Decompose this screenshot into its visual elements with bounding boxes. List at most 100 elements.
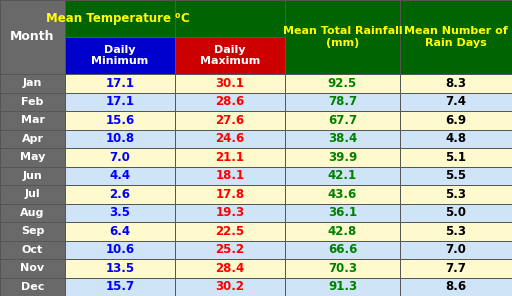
Bar xyxy=(65,92,175,111)
Bar xyxy=(0,0,65,74)
Bar xyxy=(285,0,400,74)
Text: 5.3: 5.3 xyxy=(445,225,466,238)
Bar xyxy=(0,148,65,166)
Bar xyxy=(400,0,512,74)
Text: 10.6: 10.6 xyxy=(105,243,135,256)
Bar xyxy=(0,185,65,204)
Text: Mean Temperature: Mean Temperature xyxy=(46,12,175,25)
Text: 13.5: 13.5 xyxy=(105,262,135,275)
Bar xyxy=(0,111,65,130)
Bar xyxy=(175,37,285,74)
Text: 7.0: 7.0 xyxy=(110,151,131,164)
Bar xyxy=(65,37,175,74)
Bar xyxy=(285,240,400,259)
Text: 7.4: 7.4 xyxy=(445,95,466,108)
Bar xyxy=(175,259,285,278)
Text: 6.4: 6.4 xyxy=(110,225,131,238)
Bar xyxy=(65,166,175,185)
Text: Daily
Maximum: Daily Maximum xyxy=(200,45,260,66)
Text: 4.8: 4.8 xyxy=(445,132,466,145)
Bar xyxy=(400,204,512,222)
Text: Dec: Dec xyxy=(21,282,44,292)
Text: 28.6: 28.6 xyxy=(216,95,245,108)
Text: Jan: Jan xyxy=(23,78,42,88)
Text: 15.7: 15.7 xyxy=(105,280,135,293)
Bar xyxy=(285,130,400,148)
Text: Mean Total Rainfall
(mm): Mean Total Rainfall (mm) xyxy=(283,26,402,48)
Bar xyxy=(65,0,285,37)
Bar xyxy=(285,111,400,130)
Text: 3.5: 3.5 xyxy=(110,206,131,219)
Text: Mar: Mar xyxy=(20,115,45,125)
Text: 66.6: 66.6 xyxy=(328,243,357,256)
Text: 24.6: 24.6 xyxy=(216,132,245,145)
Bar xyxy=(0,278,65,296)
Text: 15.6: 15.6 xyxy=(105,114,135,127)
Text: 18.1: 18.1 xyxy=(216,169,245,182)
Text: May: May xyxy=(20,152,45,162)
Bar xyxy=(400,130,512,148)
Bar xyxy=(65,278,175,296)
Text: Oct: Oct xyxy=(22,245,43,255)
Bar xyxy=(400,148,512,166)
Bar xyxy=(175,74,285,92)
Text: 17.8: 17.8 xyxy=(216,188,245,201)
Bar xyxy=(285,222,400,240)
Text: Sep: Sep xyxy=(21,226,44,236)
Bar xyxy=(65,185,175,204)
Bar xyxy=(0,166,65,185)
Bar xyxy=(0,74,65,92)
Bar xyxy=(175,240,285,259)
Bar xyxy=(400,259,512,278)
Bar xyxy=(285,185,400,204)
Text: 5.1: 5.1 xyxy=(445,151,466,164)
Text: 17.1: 17.1 xyxy=(105,77,135,90)
Bar xyxy=(400,222,512,240)
Text: 8.3: 8.3 xyxy=(445,77,466,90)
Bar xyxy=(0,240,65,259)
Bar xyxy=(175,148,285,166)
Bar xyxy=(175,111,285,130)
Text: Jul: Jul xyxy=(25,189,40,199)
Bar xyxy=(65,0,175,37)
Text: 10.8: 10.8 xyxy=(105,132,135,145)
Bar xyxy=(0,130,65,148)
Text: 7.7: 7.7 xyxy=(445,262,466,275)
Bar xyxy=(400,74,512,92)
Text: 17.1: 17.1 xyxy=(105,95,135,108)
Bar xyxy=(400,111,512,130)
Text: 42.8: 42.8 xyxy=(328,225,357,238)
Text: Nov: Nov xyxy=(20,263,45,273)
Text: Month: Month xyxy=(10,30,55,44)
Bar xyxy=(175,185,285,204)
Text: 27.6: 27.6 xyxy=(216,114,245,127)
Bar xyxy=(285,204,400,222)
Bar xyxy=(65,74,175,92)
Text: 38.4: 38.4 xyxy=(328,132,357,145)
Bar xyxy=(400,185,512,204)
Text: 42.1: 42.1 xyxy=(328,169,357,182)
Text: Apr: Apr xyxy=(22,134,44,144)
Text: C: C xyxy=(181,12,189,25)
Bar xyxy=(0,92,65,111)
Text: 22.5: 22.5 xyxy=(216,225,245,238)
Text: 30.1: 30.1 xyxy=(216,77,245,90)
Text: Mean Number of
Rain Days: Mean Number of Rain Days xyxy=(404,26,508,48)
Text: 8.6: 8.6 xyxy=(445,280,466,293)
Bar xyxy=(175,92,285,111)
Text: o: o xyxy=(175,10,180,20)
Text: 7.0: 7.0 xyxy=(445,243,466,256)
Bar xyxy=(0,222,65,240)
Text: 25.2: 25.2 xyxy=(216,243,245,256)
Bar xyxy=(65,222,175,240)
Bar xyxy=(175,222,285,240)
Text: 67.7: 67.7 xyxy=(328,114,357,127)
Text: 5.3: 5.3 xyxy=(445,188,466,201)
Bar xyxy=(175,278,285,296)
Text: 2.6: 2.6 xyxy=(110,188,131,201)
Text: 39.9: 39.9 xyxy=(328,151,357,164)
Bar xyxy=(400,92,512,111)
Bar xyxy=(175,0,285,37)
Text: 36.1: 36.1 xyxy=(328,206,357,219)
Bar xyxy=(65,148,175,166)
